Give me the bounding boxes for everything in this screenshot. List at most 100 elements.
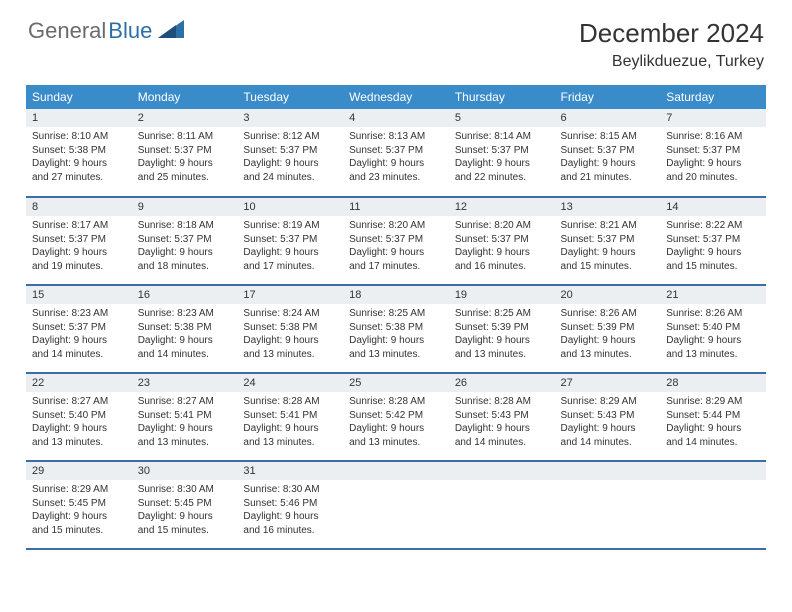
day-cell: 16Sunrise: 8:23 AMSunset: 5:38 PMDayligh… [132,285,238,373]
month-title: December 2024 [579,18,764,49]
day-cell: 4Sunrise: 8:13 AMSunset: 5:37 PMDaylight… [343,109,449,197]
daylight-text: Daylight: 9 hours and 17 minutes. [349,246,443,273]
sunrise-text: Sunrise: 8:29 AM [561,395,655,409]
day-number: 30 [132,462,238,480]
sunrise-text: Sunrise: 8:17 AM [32,219,126,233]
sunset-text: Sunset: 5:43 PM [561,409,655,423]
day-cell: 26Sunrise: 8:28 AMSunset: 5:43 PMDayligh… [449,373,555,461]
week-row: 8Sunrise: 8:17 AMSunset: 5:37 PMDaylight… [26,197,766,285]
daylight-text: Daylight: 9 hours and 21 minutes. [561,157,655,184]
day-cell: 25Sunrise: 8:28 AMSunset: 5:42 PMDayligh… [343,373,449,461]
day-details: Sunrise: 8:29 AMSunset: 5:44 PMDaylight:… [660,392,766,453]
sunset-text: Sunset: 5:37 PM [561,144,655,158]
day-details: Sunrise: 8:20 AMSunset: 5:37 PMDaylight:… [449,216,555,277]
day-number: 17 [237,286,343,304]
sunrise-text: Sunrise: 8:11 AM [138,130,232,144]
day-details: Sunrise: 8:19 AMSunset: 5:37 PMDaylight:… [237,216,343,277]
day-number: 10 [237,198,343,216]
day-details: Sunrise: 8:25 AMSunset: 5:38 PMDaylight:… [343,304,449,365]
day-cell [555,461,661,549]
daylight-text: Daylight: 9 hours and 23 minutes. [349,157,443,184]
sunset-text: Sunset: 5:45 PM [32,497,126,511]
sunset-text: Sunset: 5:37 PM [138,233,232,247]
day-details: Sunrise: 8:13 AMSunset: 5:37 PMDaylight:… [343,127,449,188]
title-block: December 2024 Beylikduezue, Turkey [579,18,764,71]
day-cell: 3Sunrise: 8:12 AMSunset: 5:37 PMDaylight… [237,109,343,197]
day-number: 29 [26,462,132,480]
sunset-text: Sunset: 5:39 PM [455,321,549,335]
day-cell: 22Sunrise: 8:27 AMSunset: 5:40 PMDayligh… [26,373,132,461]
daylight-text: Daylight: 9 hours and 16 minutes. [243,510,337,537]
day-cell: 2Sunrise: 8:11 AMSunset: 5:37 PMDaylight… [132,109,238,197]
day-cell: 30Sunrise: 8:30 AMSunset: 5:45 PMDayligh… [132,461,238,549]
day-number: 2 [132,109,238,127]
sunrise-text: Sunrise: 8:23 AM [138,307,232,321]
day-details: Sunrise: 8:21 AMSunset: 5:37 PMDaylight:… [555,216,661,277]
day-cell: 18Sunrise: 8:25 AMSunset: 5:38 PMDayligh… [343,285,449,373]
day-details: Sunrise: 8:27 AMSunset: 5:41 PMDaylight:… [132,392,238,453]
day-cell [343,461,449,549]
sunrise-text: Sunrise: 8:23 AM [32,307,126,321]
day-number: 11 [343,198,449,216]
sunrise-text: Sunrise: 8:13 AM [349,130,443,144]
day-details: Sunrise: 8:28 AMSunset: 5:41 PMDaylight:… [237,392,343,453]
dayhead-thu: Thursday [449,85,555,109]
sunrise-text: Sunrise: 8:25 AM [455,307,549,321]
day-cell: 12Sunrise: 8:20 AMSunset: 5:37 PMDayligh… [449,197,555,285]
day-number: 18 [343,286,449,304]
daylight-text: Daylight: 9 hours and 14 minutes. [138,334,232,361]
day-number: 28 [660,374,766,392]
day-number [343,462,449,480]
day-number: 5 [449,109,555,127]
sunrise-text: Sunrise: 8:22 AM [666,219,760,233]
day-number: 14 [660,198,766,216]
daylight-text: Daylight: 9 hours and 15 minutes. [666,246,760,273]
day-details: Sunrise: 8:29 AMSunset: 5:45 PMDaylight:… [26,480,132,541]
daylight-text: Daylight: 9 hours and 20 minutes. [666,157,760,184]
day-number: 20 [555,286,661,304]
daylight-text: Daylight: 9 hours and 14 minutes. [32,334,126,361]
day-details: Sunrise: 8:20 AMSunset: 5:37 PMDaylight:… [343,216,449,277]
daylight-text: Daylight: 9 hours and 14 minutes. [561,422,655,449]
day-number: 1 [26,109,132,127]
logo-text-general: General [28,18,106,44]
sunrise-text: Sunrise: 8:15 AM [561,130,655,144]
daylight-text: Daylight: 9 hours and 13 minutes. [349,334,443,361]
sunset-text: Sunset: 5:38 PM [243,321,337,335]
day-number: 9 [132,198,238,216]
sunset-text: Sunset: 5:46 PM [243,497,337,511]
sunset-text: Sunset: 5:40 PM [32,409,126,423]
day-cell: 31Sunrise: 8:30 AMSunset: 5:46 PMDayligh… [237,461,343,549]
sunrise-text: Sunrise: 8:12 AM [243,130,337,144]
day-number: 12 [449,198,555,216]
dayhead-sun: Sunday [26,85,132,109]
sunset-text: Sunset: 5:40 PM [666,321,760,335]
sunrise-text: Sunrise: 8:25 AM [349,307,443,321]
day-details: Sunrise: 8:25 AMSunset: 5:39 PMDaylight:… [449,304,555,365]
daylight-text: Daylight: 9 hours and 16 minutes. [455,246,549,273]
dayhead-sat: Saturday [660,85,766,109]
day-details: Sunrise: 8:16 AMSunset: 5:37 PMDaylight:… [660,127,766,188]
day-cell: 14Sunrise: 8:22 AMSunset: 5:37 PMDayligh… [660,197,766,285]
sunset-text: Sunset: 5:41 PM [243,409,337,423]
week-row: 15Sunrise: 8:23 AMSunset: 5:37 PMDayligh… [26,285,766,373]
dayhead-mon: Monday [132,85,238,109]
sunrise-text: Sunrise: 8:30 AM [243,483,337,497]
sunset-text: Sunset: 5:42 PM [349,409,443,423]
calendar-table: Sunday Monday Tuesday Wednesday Thursday… [26,85,766,550]
sunrise-text: Sunrise: 8:28 AM [455,395,549,409]
day-number: 8 [26,198,132,216]
day-number: 26 [449,374,555,392]
daylight-text: Daylight: 9 hours and 13 minutes. [455,334,549,361]
sunrise-text: Sunrise: 8:24 AM [243,307,337,321]
sunrise-text: Sunrise: 8:26 AM [561,307,655,321]
daylight-text: Daylight: 9 hours and 13 minutes. [32,422,126,449]
daylight-text: Daylight: 9 hours and 15 minutes. [561,246,655,273]
day-details: Sunrise: 8:30 AMSunset: 5:46 PMDaylight:… [237,480,343,541]
daylight-text: Daylight: 9 hours and 19 minutes. [32,246,126,273]
dayhead-wed: Wednesday [343,85,449,109]
sunset-text: Sunset: 5:37 PM [666,233,760,247]
day-cell: 7Sunrise: 8:16 AMSunset: 5:37 PMDaylight… [660,109,766,197]
day-details: Sunrise: 8:22 AMSunset: 5:37 PMDaylight:… [660,216,766,277]
header: General Blue December 2024 Beylikduezue,… [0,0,792,79]
